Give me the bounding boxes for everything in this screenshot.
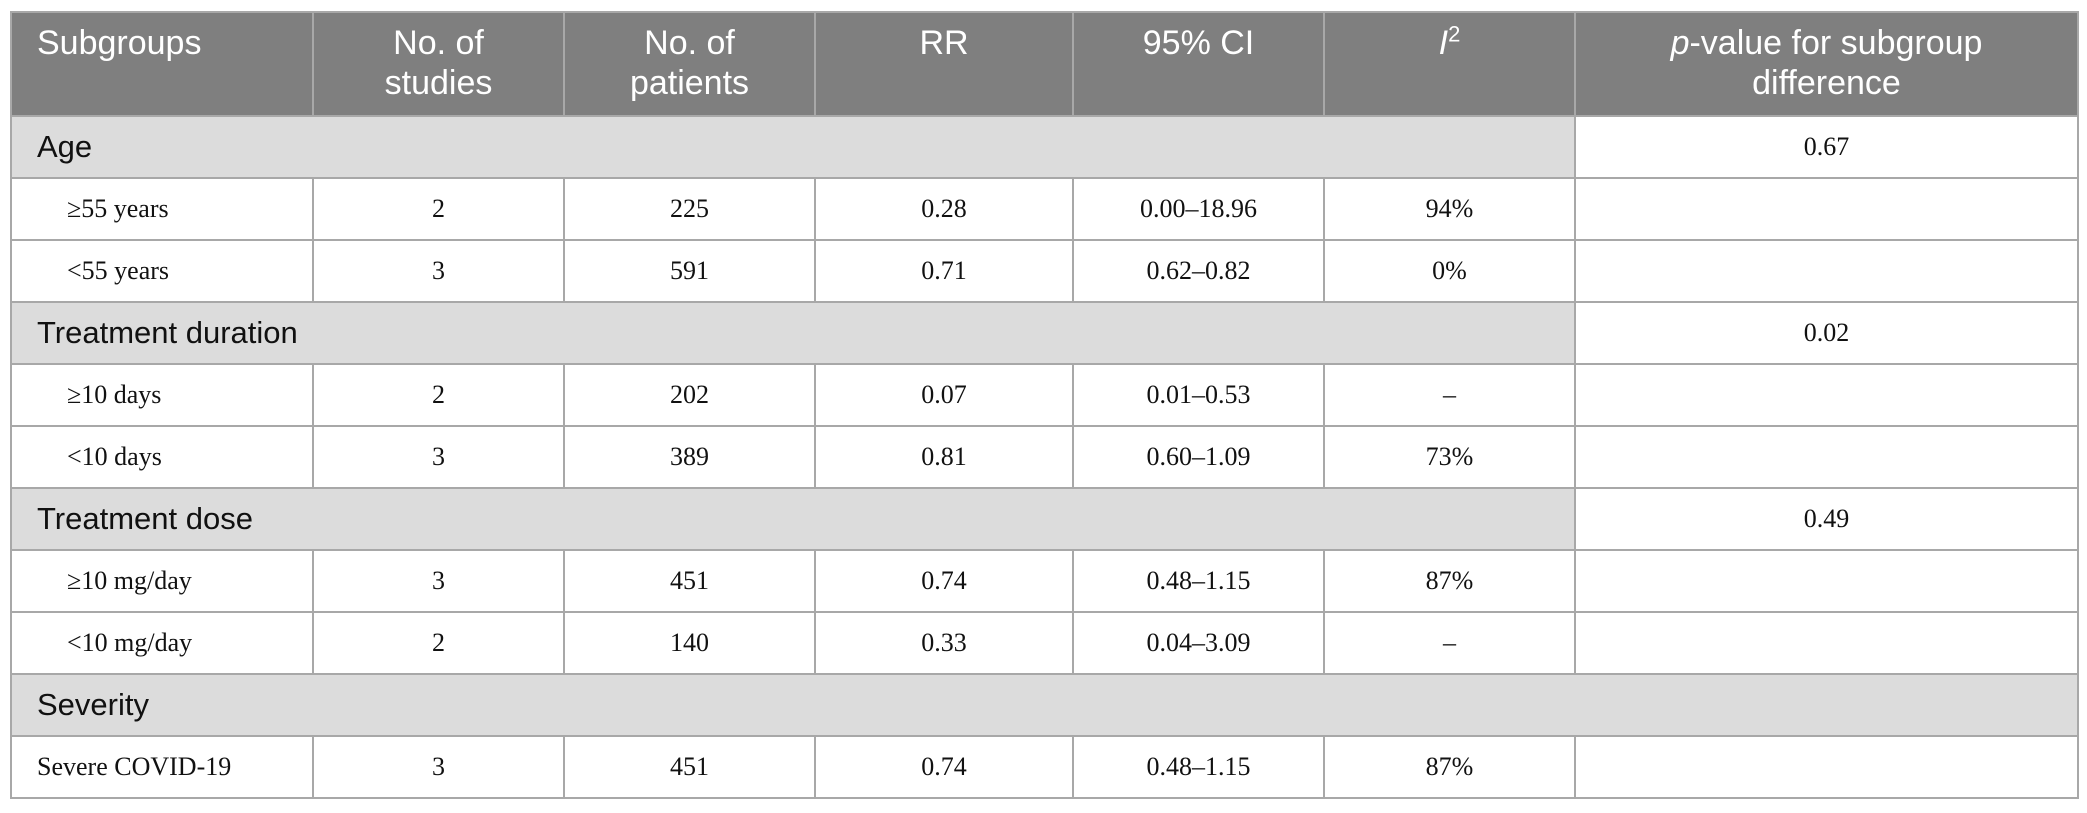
group-label: Treatment duration	[10, 301, 1576, 365]
cell-patients: 591	[563, 239, 816, 303]
cell-rr: 0.74	[814, 549, 1074, 613]
group-label: Severity	[10, 673, 2079, 737]
cell-ci: 0.60–1.09	[1072, 425, 1325, 489]
row-label: ≥10 mg/day	[10, 549, 314, 613]
header-i-squared: I2	[1323, 11, 1576, 117]
row-label: <10 mg/day	[10, 611, 314, 675]
cell-studies: 3	[312, 239, 565, 303]
group-label: Treatment dose	[10, 487, 1576, 551]
cell-i2: 87%	[1323, 735, 1576, 799]
cell-rr: 0.07	[814, 363, 1074, 427]
cell-ci: 0.04–3.09	[1072, 611, 1325, 675]
cell-p-value-empty	[1574, 239, 2079, 303]
header-row: Subgroups No. of studies No. of patients R…	[10, 11, 2079, 117]
row-label: ≥10 days	[10, 363, 314, 427]
group-row-age: Age 0.67	[10, 115, 2079, 179]
cell-patients: 140	[563, 611, 816, 675]
cell-studies: 3	[312, 425, 565, 489]
cell-i2: 0%	[1323, 239, 1576, 303]
row-label: Severe COVID-19	[10, 735, 314, 799]
cell-studies: 3	[312, 735, 565, 799]
cell-p-value-empty	[1574, 177, 2079, 241]
cell-patients: 389	[563, 425, 816, 489]
header-no-of-studies: No. of studies	[312, 11, 565, 117]
header-95-ci: 95% CI	[1072, 11, 1325, 117]
table-row: <10 days 3 389 0.81 0.60–1.09 73%	[10, 425, 2079, 489]
cell-p-value-empty	[1574, 425, 2079, 489]
row-label: <10 days	[10, 425, 314, 489]
cell-i2: –	[1323, 611, 1576, 675]
group-p-value: 0.49	[1574, 487, 2079, 551]
cell-patients: 451	[563, 549, 816, 613]
table-row: <55 years 3 591 0.71 0.62–0.82 0%	[10, 239, 2079, 303]
row-label: ≥55 years	[10, 177, 314, 241]
cell-rr: 0.81	[814, 425, 1074, 489]
group-row-treatment-duration: Treatment duration 0.02	[10, 301, 2079, 365]
cell-rr: 0.33	[814, 611, 1074, 675]
cell-p-value-empty	[1574, 549, 2079, 613]
table-row: <10 mg/day 2 140 0.33 0.04–3.09 –	[10, 611, 2079, 675]
table-row: ≥55 years 2 225 0.28 0.00–18.96 94%	[10, 177, 2079, 241]
cell-i2: 73%	[1323, 425, 1576, 489]
cell-ci: 0.00–18.96	[1072, 177, 1325, 241]
cell-i2: 94%	[1323, 177, 1576, 241]
cell-p-value-empty	[1574, 611, 2079, 675]
group-p-value: 0.67	[1574, 115, 2079, 179]
cell-studies: 3	[312, 549, 565, 613]
header-rr: RR	[814, 11, 1074, 117]
table-row: ≥10 mg/day 3 451 0.74 0.48–1.15 87%	[10, 549, 2079, 613]
group-p-value: 0.02	[1574, 301, 2079, 365]
cell-ci: 0.48–1.15	[1072, 735, 1325, 799]
cell-studies: 2	[312, 177, 565, 241]
cell-rr: 0.71	[814, 239, 1074, 303]
cell-p-value-empty	[1574, 735, 2079, 799]
row-label: <55 years	[10, 239, 314, 303]
cell-ci: 0.01–0.53	[1072, 363, 1325, 427]
header-no-of-patients: No. of patients	[563, 11, 816, 117]
cell-ci: 0.62–0.82	[1072, 239, 1325, 303]
cell-patients: 202	[563, 363, 816, 427]
table-row: ≥10 days 2 202 0.07 0.01–0.53 –	[10, 363, 2079, 427]
subgroup-analysis-table: Subgroups No. of studies No. of patients R…	[10, 11, 2079, 799]
cell-studies: 2	[312, 611, 565, 675]
group-label: Age	[10, 115, 1576, 179]
cell-rr: 0.74	[814, 735, 1074, 799]
cell-rr: 0.28	[814, 177, 1074, 241]
header-subgroups: Subgroups	[10, 11, 314, 117]
cell-i2: –	[1323, 363, 1576, 427]
cell-patients: 451	[563, 735, 816, 799]
cell-studies: 2	[312, 363, 565, 427]
cell-patients: 225	[563, 177, 816, 241]
cell-p-value-empty	[1574, 363, 2079, 427]
table-row: Severe COVID-19 3 451 0.74 0.48–1.15 87%	[10, 735, 2079, 799]
group-row-severity: Severity	[10, 673, 2079, 737]
group-row-treatment-dose: Treatment dose 0.49	[10, 487, 2079, 551]
cell-i2: 87%	[1323, 549, 1576, 613]
header-p-value: p-value for subgroup difference	[1574, 11, 2079, 117]
cell-ci: 0.48–1.15	[1072, 549, 1325, 613]
